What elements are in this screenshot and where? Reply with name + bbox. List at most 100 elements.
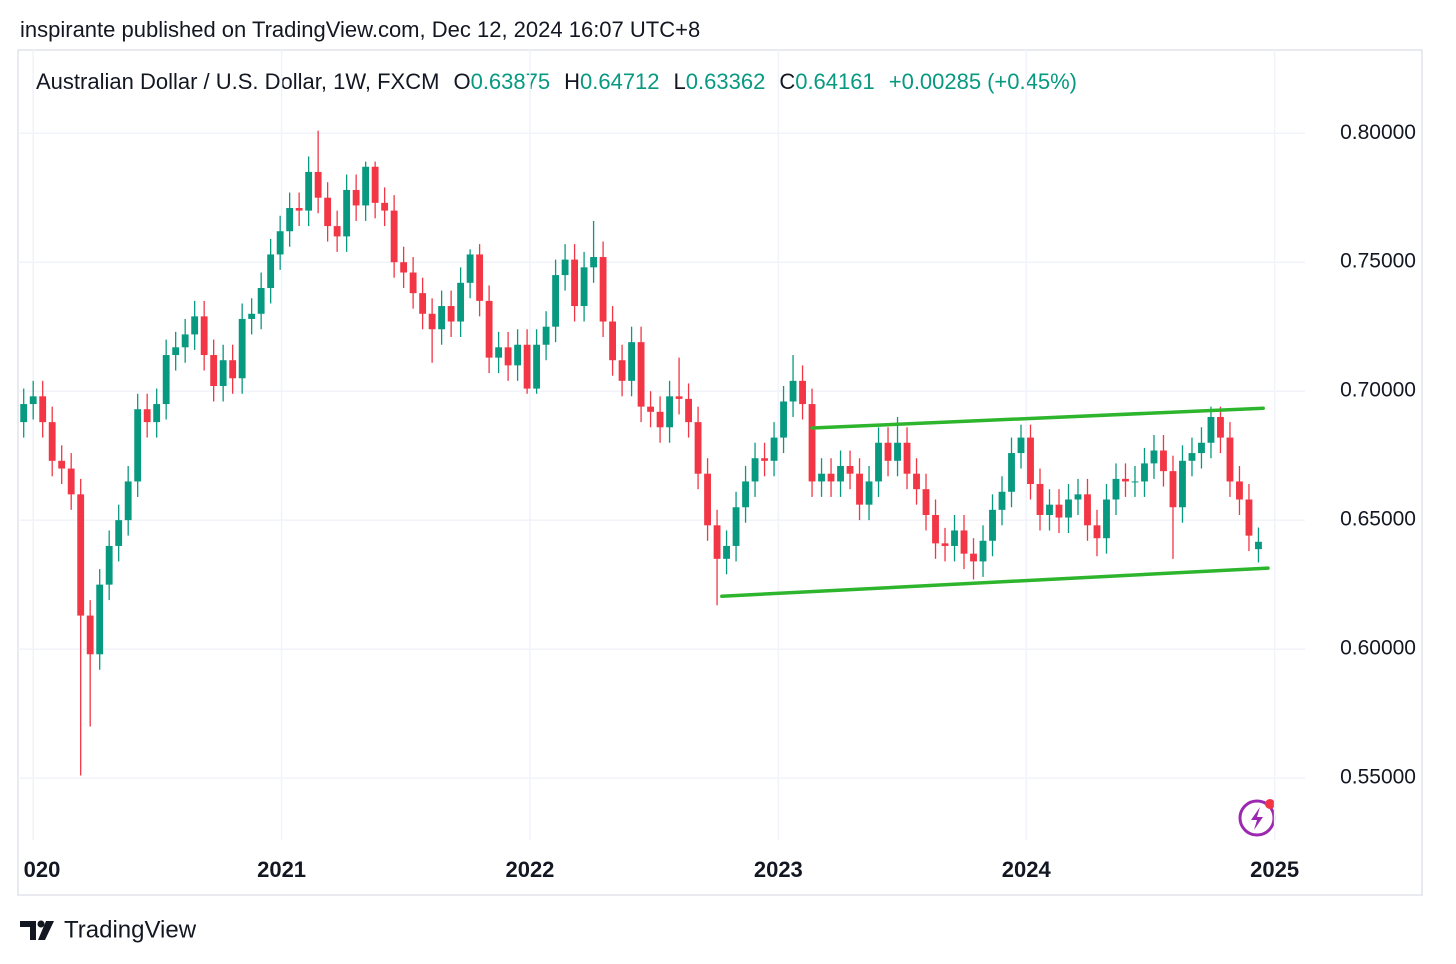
candles xyxy=(20,130,1262,776)
candle-body xyxy=(39,396,47,423)
symbol-title: Australian Dollar / U.S. Dollar, 1W, FXC… xyxy=(36,69,439,94)
candle-body xyxy=(1217,416,1224,438)
candle-body xyxy=(989,509,996,541)
candle-body xyxy=(960,530,968,554)
candle-body xyxy=(153,404,161,423)
ohlc-value: 0.63362 xyxy=(686,69,766,94)
candle-body xyxy=(751,458,759,482)
candle-body xyxy=(276,231,284,255)
candle-body xyxy=(1122,478,1129,482)
candle-body xyxy=(438,306,446,330)
candle-body xyxy=(571,259,579,307)
candle-body xyxy=(295,208,303,211)
candle-body xyxy=(58,460,66,469)
candle-body xyxy=(922,489,930,515)
candle-body xyxy=(865,481,873,505)
y-tick-label: 0.70000 xyxy=(1340,379,1416,402)
frame xyxy=(17,49,1423,896)
candle-body xyxy=(105,545,113,585)
candle-body xyxy=(552,275,560,327)
candle-body xyxy=(913,473,920,490)
candle-body xyxy=(761,458,768,461)
candle-body xyxy=(1084,494,1091,526)
candle-body xyxy=(1207,416,1215,443)
candle-body xyxy=(333,226,341,237)
tv-logo: TradingView xyxy=(20,916,197,943)
candle-body xyxy=(903,442,911,474)
ohlc-value: 0.63875 xyxy=(471,69,551,94)
candle-body xyxy=(371,166,379,203)
candle-body xyxy=(951,530,958,546)
x-tick-label: 2023 xyxy=(754,857,803,882)
candle-body xyxy=(609,321,617,361)
candle-body xyxy=(533,344,541,389)
ohlc-label: O xyxy=(453,69,470,94)
candle-body xyxy=(390,210,398,263)
candle-body xyxy=(134,409,142,482)
candle-body xyxy=(466,254,474,283)
candle-body xyxy=(1065,499,1072,518)
candle-body xyxy=(770,437,778,461)
candle-body xyxy=(875,442,882,482)
candle-body xyxy=(191,316,199,335)
ohlc-value: 0.64712 xyxy=(580,69,660,94)
trendline xyxy=(720,566,1270,598)
candle-body xyxy=(381,202,389,211)
candle-body xyxy=(808,404,816,482)
candle-body xyxy=(248,313,256,319)
chart-header: Australian Dollar / U.S. Dollar, 1W, FXC… xyxy=(36,69,1077,94)
candle-body xyxy=(1046,504,1053,515)
candle-body xyxy=(476,254,484,301)
candle-body xyxy=(229,360,237,379)
candle-body xyxy=(1036,484,1044,515)
candle-body xyxy=(666,396,673,428)
candle-body xyxy=(400,262,408,273)
candle-body xyxy=(514,344,522,366)
candle-body xyxy=(1160,450,1167,472)
candle-body xyxy=(1141,463,1148,482)
candle-body xyxy=(1188,453,1196,461)
x-tick-label: 2025 xyxy=(1250,857,1299,882)
y-tick-label: 0.65000 xyxy=(1340,508,1416,531)
candle-body xyxy=(1150,450,1158,464)
candle-body xyxy=(1245,499,1253,536)
candle-body xyxy=(1112,478,1120,500)
candle-body xyxy=(732,507,740,546)
candle-body xyxy=(979,540,987,562)
candle-body xyxy=(1103,499,1110,539)
candle-body xyxy=(67,468,75,495)
candle-body xyxy=(856,473,863,505)
candle-body xyxy=(685,398,692,423)
candle-body xyxy=(96,584,104,655)
candle-body xyxy=(628,342,636,381)
candle-body xyxy=(286,208,294,232)
candle-body xyxy=(1027,437,1034,485)
y-tick-label: 0.75000 xyxy=(1340,250,1416,273)
candle-body xyxy=(1074,494,1082,500)
candle-body xyxy=(86,615,94,655)
lightning-icon xyxy=(1238,799,1276,837)
x-tick-label: 2022 xyxy=(505,857,554,882)
candle-body xyxy=(998,491,1006,510)
candle-body xyxy=(789,380,797,402)
candle-body xyxy=(523,344,531,389)
candle-body xyxy=(20,404,28,423)
candle-body xyxy=(447,306,455,322)
candle-body xyxy=(1055,504,1063,518)
ohlc-label: H xyxy=(564,69,580,94)
candle-body xyxy=(172,347,180,356)
change: +0.00285 xyxy=(889,69,981,94)
candle-body xyxy=(694,422,702,474)
y-tick-label: 0.55000 xyxy=(1340,766,1416,789)
candle-body xyxy=(542,326,550,345)
candle-body xyxy=(115,520,123,546)
candle-body xyxy=(1093,525,1101,539)
ohlc-value: 0.64161 xyxy=(795,69,875,94)
candle-body xyxy=(723,545,730,559)
candle-body xyxy=(837,465,844,482)
candle-body xyxy=(970,553,977,562)
candle-body xyxy=(305,171,313,211)
candle-body xyxy=(495,347,503,358)
candle-body xyxy=(267,254,275,288)
